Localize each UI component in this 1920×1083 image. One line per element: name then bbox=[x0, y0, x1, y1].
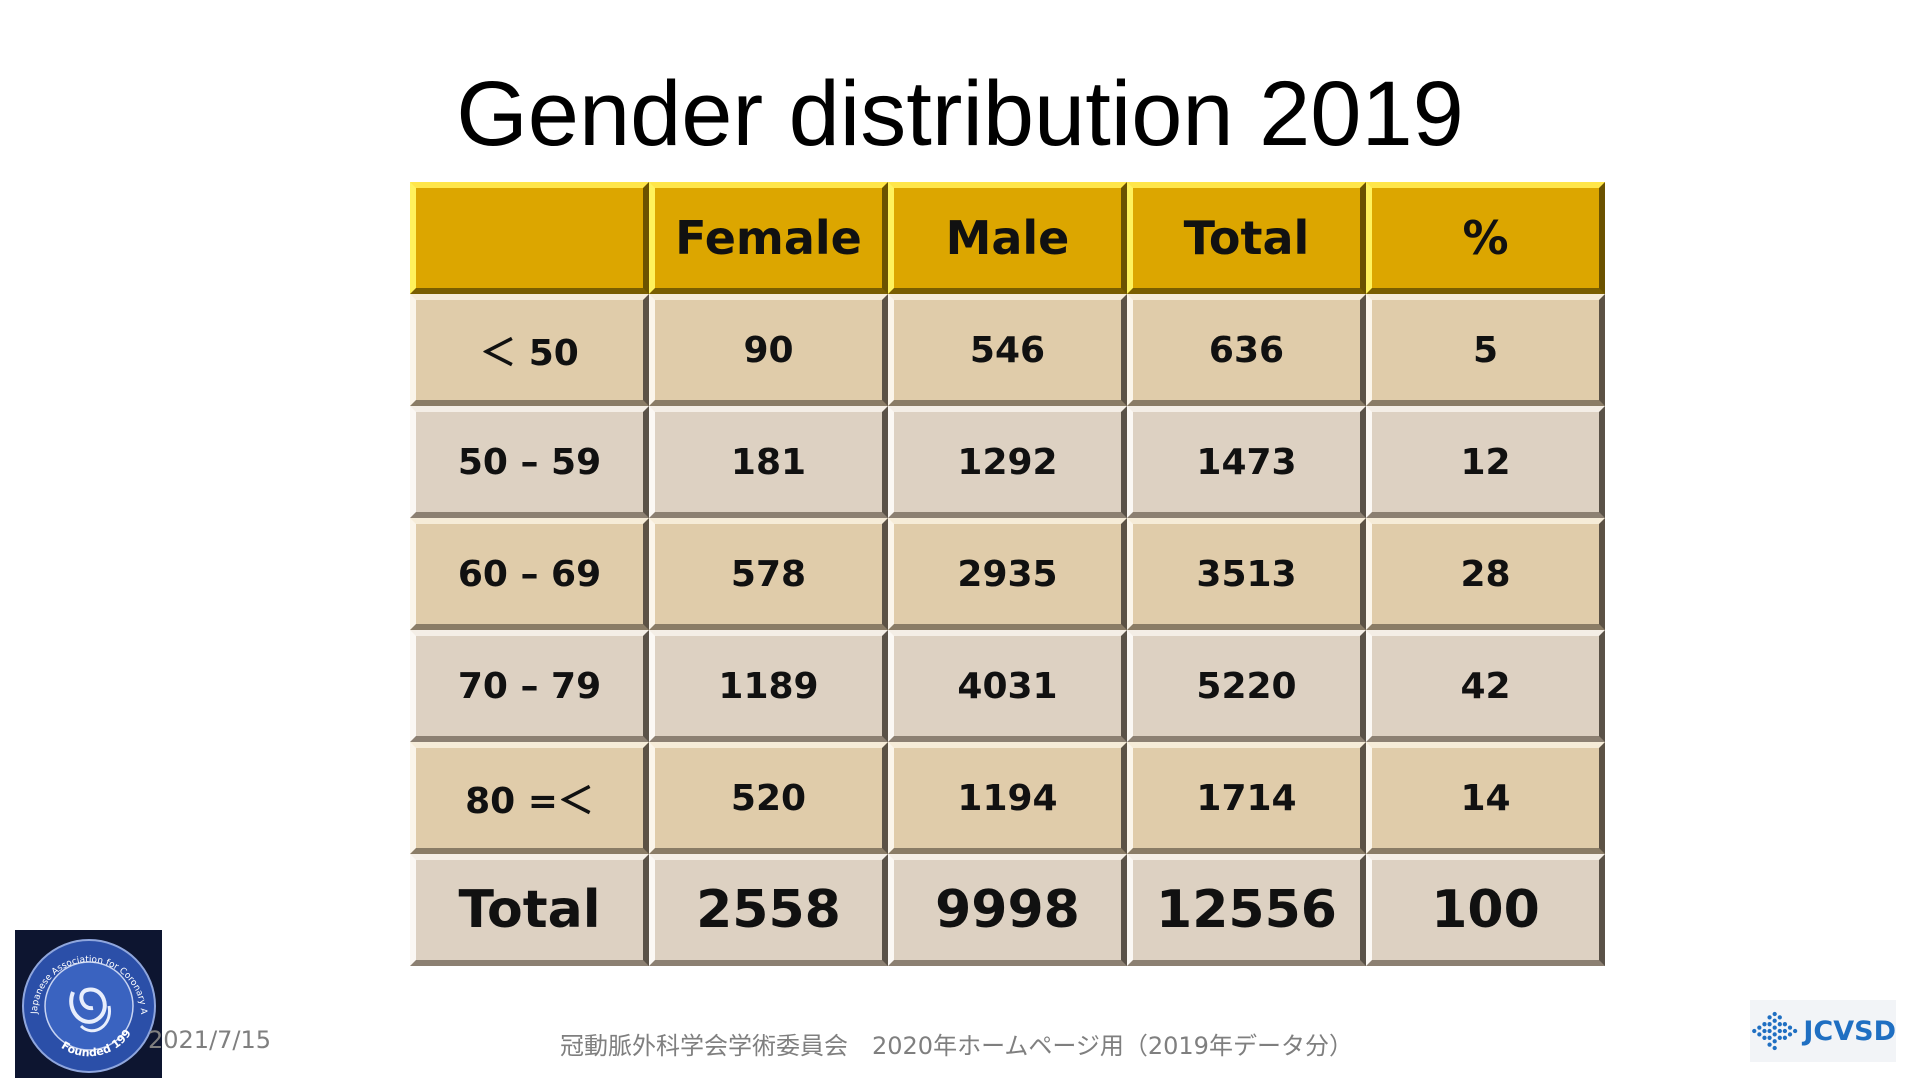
header-cell-blank bbox=[410, 182, 649, 294]
header-cell-total: Total bbox=[1127, 182, 1366, 294]
table-cell: 181 bbox=[649, 406, 888, 518]
header-cell-male: Male bbox=[888, 182, 1127, 294]
total-cell: 2558 bbox=[649, 854, 888, 966]
table-cell: 2935 bbox=[888, 518, 1127, 630]
table-cell: 5 bbox=[1366, 294, 1605, 406]
row-label-80-plus: 80 =＜ bbox=[410, 742, 649, 854]
footer-caption: 冠動脈外科学会学術委員会 2020年ホームページ用（2019年データ分） bbox=[560, 1032, 1353, 1060]
jcvsd-dots-icon bbox=[1752, 1011, 1798, 1051]
header-cell-percent: % bbox=[1366, 182, 1605, 294]
table-cell: 578 bbox=[649, 518, 888, 630]
total-cell: 12556 bbox=[1127, 854, 1366, 966]
association-seal-logo: Japanese Association for Coronary Artery… bbox=[11, 920, 162, 1078]
table-cell: 636 bbox=[1127, 294, 1366, 406]
total-cell: 100 bbox=[1366, 854, 1605, 966]
header-cell-female: Female bbox=[649, 182, 888, 294]
table-cell: 1714 bbox=[1127, 742, 1366, 854]
jcvsd-logo: JCVSD bbox=[1750, 1000, 1896, 1062]
footer-date: 2021/7/15 bbox=[148, 1026, 272, 1054]
table-cell: 520 bbox=[649, 742, 888, 854]
row-label-total: Total bbox=[410, 854, 649, 966]
row-label-50-59: 50 – 59 bbox=[410, 406, 649, 518]
table-cell: 5220 bbox=[1127, 630, 1366, 742]
table-cell: 90 bbox=[649, 294, 888, 406]
table-cell: 1473 bbox=[1127, 406, 1366, 518]
row-label-under-50: ＜ 50 bbox=[410, 294, 649, 406]
table-cell: 12 bbox=[1366, 406, 1605, 518]
table-cell: 3513 bbox=[1127, 518, 1366, 630]
row-label-70-79: 70 – 79 bbox=[410, 630, 649, 742]
table-cell: 42 bbox=[1366, 630, 1605, 742]
jcvsd-logo-text: JCVSD bbox=[1803, 1015, 1896, 1047]
table-cell: 1189 bbox=[649, 630, 888, 742]
table-cell: 1194 bbox=[888, 742, 1127, 854]
table-cell: 1292 bbox=[888, 406, 1127, 518]
total-cell: 9998 bbox=[888, 854, 1127, 966]
table-cell: 28 bbox=[1366, 518, 1605, 630]
table-cell: 546 bbox=[888, 294, 1127, 406]
slide-title: Gender distribution 2019 bbox=[456, 63, 1464, 165]
gender-distribution-table: Female Male Total % ＜ 50 90 546 636 5 50… bbox=[410, 182, 1605, 966]
table-cell: 4031 bbox=[888, 630, 1127, 742]
row-label-60-69: 60 – 69 bbox=[410, 518, 649, 630]
table-cell: 14 bbox=[1366, 742, 1605, 854]
